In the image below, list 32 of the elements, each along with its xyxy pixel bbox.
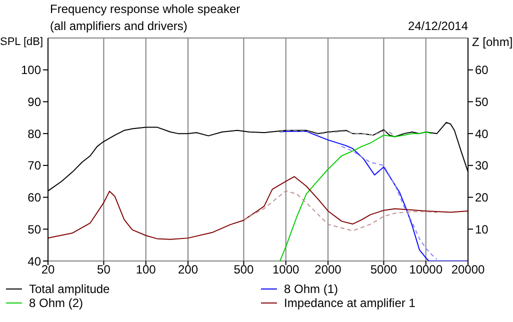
x-tick-label: 50 xyxy=(97,262,111,277)
y-tick-label: 50 xyxy=(28,222,42,236)
y-tick-label: 90 xyxy=(28,94,42,109)
y2-tick-label: 50 xyxy=(475,94,489,109)
text: 24/12/2014 xyxy=(408,19,468,33)
y-tick-label: 60 xyxy=(28,190,42,205)
x-tick-label: 1000 xyxy=(272,262,300,277)
legend-label: 8 Ohm (2) xyxy=(29,296,84,310)
y2-axis-title: Z [ohm] xyxy=(472,35,513,49)
x-tick-label: 20000 xyxy=(451,262,486,277)
x-tick-label: 5000 xyxy=(370,262,398,277)
y2-tick-label: 10 xyxy=(475,222,489,236)
chart-subtitle: (all amplifiers and drivers) xyxy=(50,19,188,33)
x-tick-label: 500 xyxy=(234,262,254,277)
y2-tick-label: 30 xyxy=(475,158,489,173)
y-tick-label: 100 xyxy=(20,63,42,78)
y2-tick-label: 60 xyxy=(475,63,489,78)
y2-tick-label: 40 xyxy=(475,126,489,141)
legend-label: 8 Ohm (1) xyxy=(284,282,338,296)
x-tick-label: 2000 xyxy=(314,262,342,277)
legend-label: Total amplitude xyxy=(29,282,110,296)
x-tick-label: 100 xyxy=(136,262,156,277)
y-tick-label: 80 xyxy=(28,126,42,141)
y-tick-label: 40 xyxy=(28,254,42,268)
x-tick-label: 10000 xyxy=(409,262,443,277)
y-axis-title: SPL [dB] xyxy=(0,36,44,48)
legend-label: Impedance at amplifier 1 xyxy=(284,296,416,310)
y2-tick-label: 20 xyxy=(475,190,489,205)
x-tick-label: 200 xyxy=(178,262,198,277)
y-tick-label: 70 xyxy=(28,158,42,173)
x-tick-label: 20 xyxy=(41,262,55,277)
chart-title: Frequency response whole speaker xyxy=(50,2,240,16)
